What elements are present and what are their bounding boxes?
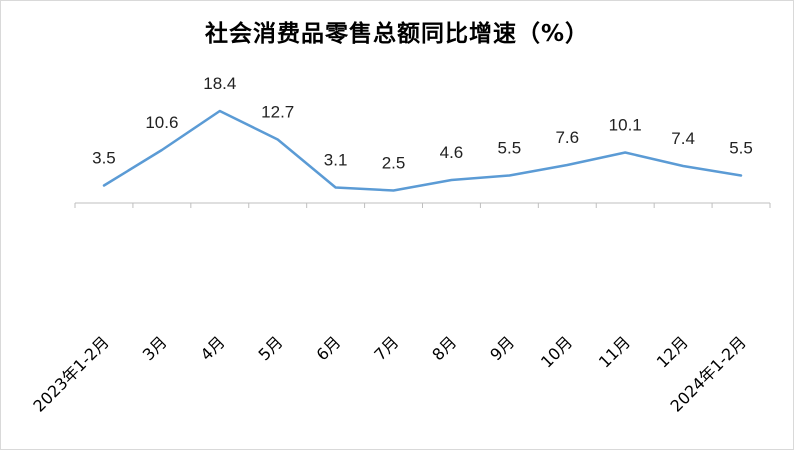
data-label: 10.6 [145, 113, 178, 132]
x-tick-label: 7月 [370, 332, 402, 364]
chart-title: 社会消费品零售总额同比增速（%） [204, 21, 590, 47]
data-label: 2.5 [382, 154, 406, 173]
x-tick-label: 10月 [537, 332, 576, 371]
x-tick-label: 8月 [428, 332, 460, 364]
data-label-layer: 3.5 10.6 18.4 12.7 3.1 2.5 4.6 5.5 7.6 10.1 7.4 5.5 [92, 74, 753, 173]
data-label: 5.5 [729, 139, 753, 158]
x-axis [74, 202, 771, 208]
data-label: 3.1 [324, 151, 348, 170]
x-tick-label: 5月 [255, 332, 287, 364]
x-tick-label: 2023年1-2月 [29, 332, 112, 415]
x-tick-label: 9月 [486, 332, 518, 364]
data-label: 18.4 [203, 74, 236, 93]
data-label: 4.6 [440, 143, 464, 162]
data-label: 7.6 [555, 128, 579, 147]
x-tick-label: 4月 [197, 332, 229, 364]
x-tick-label: 11月 [595, 332, 634, 371]
data-label: 12.7 [261, 103, 294, 122]
data-label: 5.5 [498, 139, 522, 158]
series-line [102, 109, 743, 192]
x-tick-label-layer: 2023年1-2月 3月 4月 5月 6月 7月 8月 9月 10月 11月 12月2024年1-2… [29, 332, 749, 415]
data-label: 10.1 [609, 116, 642, 135]
series-line-layer [102, 109, 743, 192]
data-label: 7.4 [671, 129, 695, 148]
x-tick-label: 3月 [139, 332, 171, 364]
x-tick-label: 12月 [653, 332, 692, 371]
x-tick-label: 6月 [313, 332, 345, 364]
data-label: 3.5 [92, 149, 116, 168]
